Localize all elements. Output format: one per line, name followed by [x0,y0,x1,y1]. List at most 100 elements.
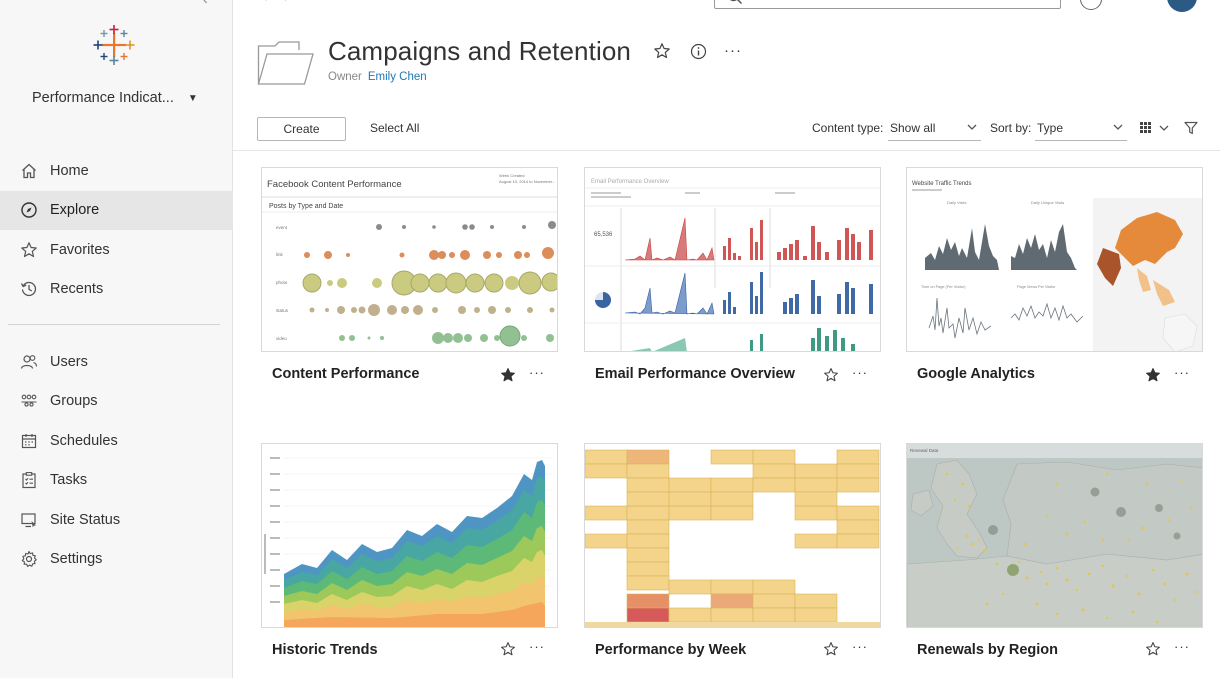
workbook-name[interactable]: Performance by Week [595,642,747,658]
nav-item-home[interactable]: Home [0,151,233,191]
performance-by-week-thumb [585,449,880,627]
workbook-thumbnail[interactable]: Renewal Data [906,443,1203,628]
thumb-row-label: event [276,225,288,230]
workbook-thumbnail[interactable]: Facebook Content Performance Week Create… [261,167,558,352]
owner-label: Owner [328,71,362,83]
sort-by-select[interactable]: Type [1035,116,1127,141]
renewals-by-region-thumb: Renewal Data [907,444,1202,627]
thumb-title: Renewal Data [910,448,939,453]
thumb-note2: August 10, 2014 to November... [499,179,555,184]
nav-item-settings[interactable]: Settings [0,540,233,580]
tableau-logo[interactable] [92,24,136,66]
chevron-down-icon [1113,124,1123,130]
workbook-name[interactable]: Renewals by Region [917,642,1059,658]
nav-item-label: Explore [50,202,100,219]
favorite-star-icon[interactable] [500,641,516,657]
more-actions-icon[interactable]: ··· [529,639,545,654]
nav-item-explore[interactable]: Explore [0,190,233,230]
workbook-name[interactable]: Historic Trends [272,642,378,658]
grid-view-icon[interactable] [1139,121,1171,135]
workbook-name[interactable]: Google Analytics [917,366,1035,382]
owner-line: Owner Emily Chen [328,71,427,83]
nav-item-label: Site Status [50,511,121,528]
sort-by-value: Type [1037,121,1064,135]
content-type-value: Show all [890,121,936,135]
sort-by-label: Sort by: [990,121,1032,135]
nav-item-recents[interactable]: Recents [0,270,233,310]
back-forward-icons[interactable]: ← → [262,0,289,4]
thumb-subtitle: Posts by Type and Date [269,203,343,210]
thumb-sub1: Daily Visits [947,200,967,205]
nav-item-label: Recents [50,281,104,298]
nav-item-groups[interactable]: Groups [0,382,233,422]
historic-trends-thumb [264,457,552,627]
email-performance-thumb: Email Performance Overview 65,536 [585,179,880,351]
thumb-row-label: video [276,336,287,341]
users-icon [19,352,39,372]
star-icon [19,240,39,260]
bell-icon[interactable] [1124,0,1146,6]
nav-item-users[interactable]: Users [0,342,233,382]
favorite-star-icon[interactable] [823,641,839,657]
folder-icon [257,41,314,85]
workbook-name[interactable]: Content Performance [272,366,420,382]
workbook-thumbnail[interactable] [261,443,558,628]
calendar-icon [19,431,39,451]
favorite-star-icon[interactable] [500,367,516,383]
thumb-note: Week Created [499,173,525,178]
sidebar: ‹ Performance Indicat... ▼ [0,0,233,678]
history-icon [19,279,39,299]
nav-divider [8,324,220,325]
help-icon[interactable] [1080,0,1102,10]
thumb-row-label: link [276,252,284,257]
site-name: Performance Indicat... [32,90,174,106]
more-actions-icon[interactable]: ··· [852,639,868,654]
avatar[interactable] [1167,0,1197,12]
nav-item-favorites[interactable]: Favorites [0,230,233,270]
thumb-title: Email Performance Overview [591,179,669,185]
site-switcher[interactable]: Performance Indicat... ▼ [32,90,198,106]
select-all-button[interactable]: Select All [370,121,420,135]
content-type-label: Content type: [812,121,884,135]
more-actions-icon[interactable]: ··· [529,365,545,380]
gear-icon [19,549,39,569]
workbook-name[interactable]: Email Performance Overview [595,366,795,382]
workbook-thumbnail[interactable]: Email Performance Overview 65,536 [584,167,881,352]
owner-link[interactable]: Emily Chen [367,71,427,83]
content-type-select[interactable]: Show all [888,116,981,141]
favorite-star-icon[interactable] [653,42,671,60]
filter-icon[interactable] [1184,121,1198,135]
primary-nav: Home Explore Favorites Recents [0,151,233,309]
home-icon [19,161,39,181]
nav-item-site-status[interactable]: Site Status [0,500,233,540]
favorite-star-icon[interactable] [1145,367,1161,383]
workbook-thumbnail[interactable] [584,443,881,628]
caret-down-icon: ▼ [187,92,198,104]
nav-item-schedules[interactable]: Schedules [0,421,233,461]
favorite-star-icon[interactable] [823,367,839,383]
thumb-sub3: Time on Page (Per Visitor) [921,285,966,289]
nav-item-tasks[interactable]: Tasks [0,461,233,501]
nav-item-label: Users [50,353,88,370]
more-actions-icon[interactable]: ··· [724,42,742,59]
more-actions-icon[interactable]: ··· [852,365,868,380]
collapse-sidebar-icon[interactable]: ‹ [203,0,208,7]
nav-item-label: Home [50,162,89,179]
create-button[interactable]: Create [257,117,346,141]
explore-icon [19,200,39,220]
nav-item-label: Schedules [50,432,118,449]
more-actions-icon[interactable]: ··· [1174,365,1190,380]
nav-item-label: Tasks [50,472,88,489]
info-icon[interactable] [690,43,707,60]
thumb-row-label: status [276,308,289,313]
page-title: Campaigns and Retention [328,36,631,66]
thumb-row-label: photo [276,280,288,285]
workbook-thumbnail[interactable]: Website Traffic Trends Daily Visits Dail… [906,167,1203,352]
search-input[interactable] [714,0,1061,9]
nav-item-label: Groups [50,393,98,410]
clipboard-icon [19,470,39,490]
nav-item-label: Favorites [50,241,110,258]
more-actions-icon[interactable]: ··· [1174,639,1190,654]
google-analytics-thumb: Website Traffic Trends Daily Visits Dail… [912,181,1202,351]
favorite-star-icon[interactable] [1145,641,1161,657]
